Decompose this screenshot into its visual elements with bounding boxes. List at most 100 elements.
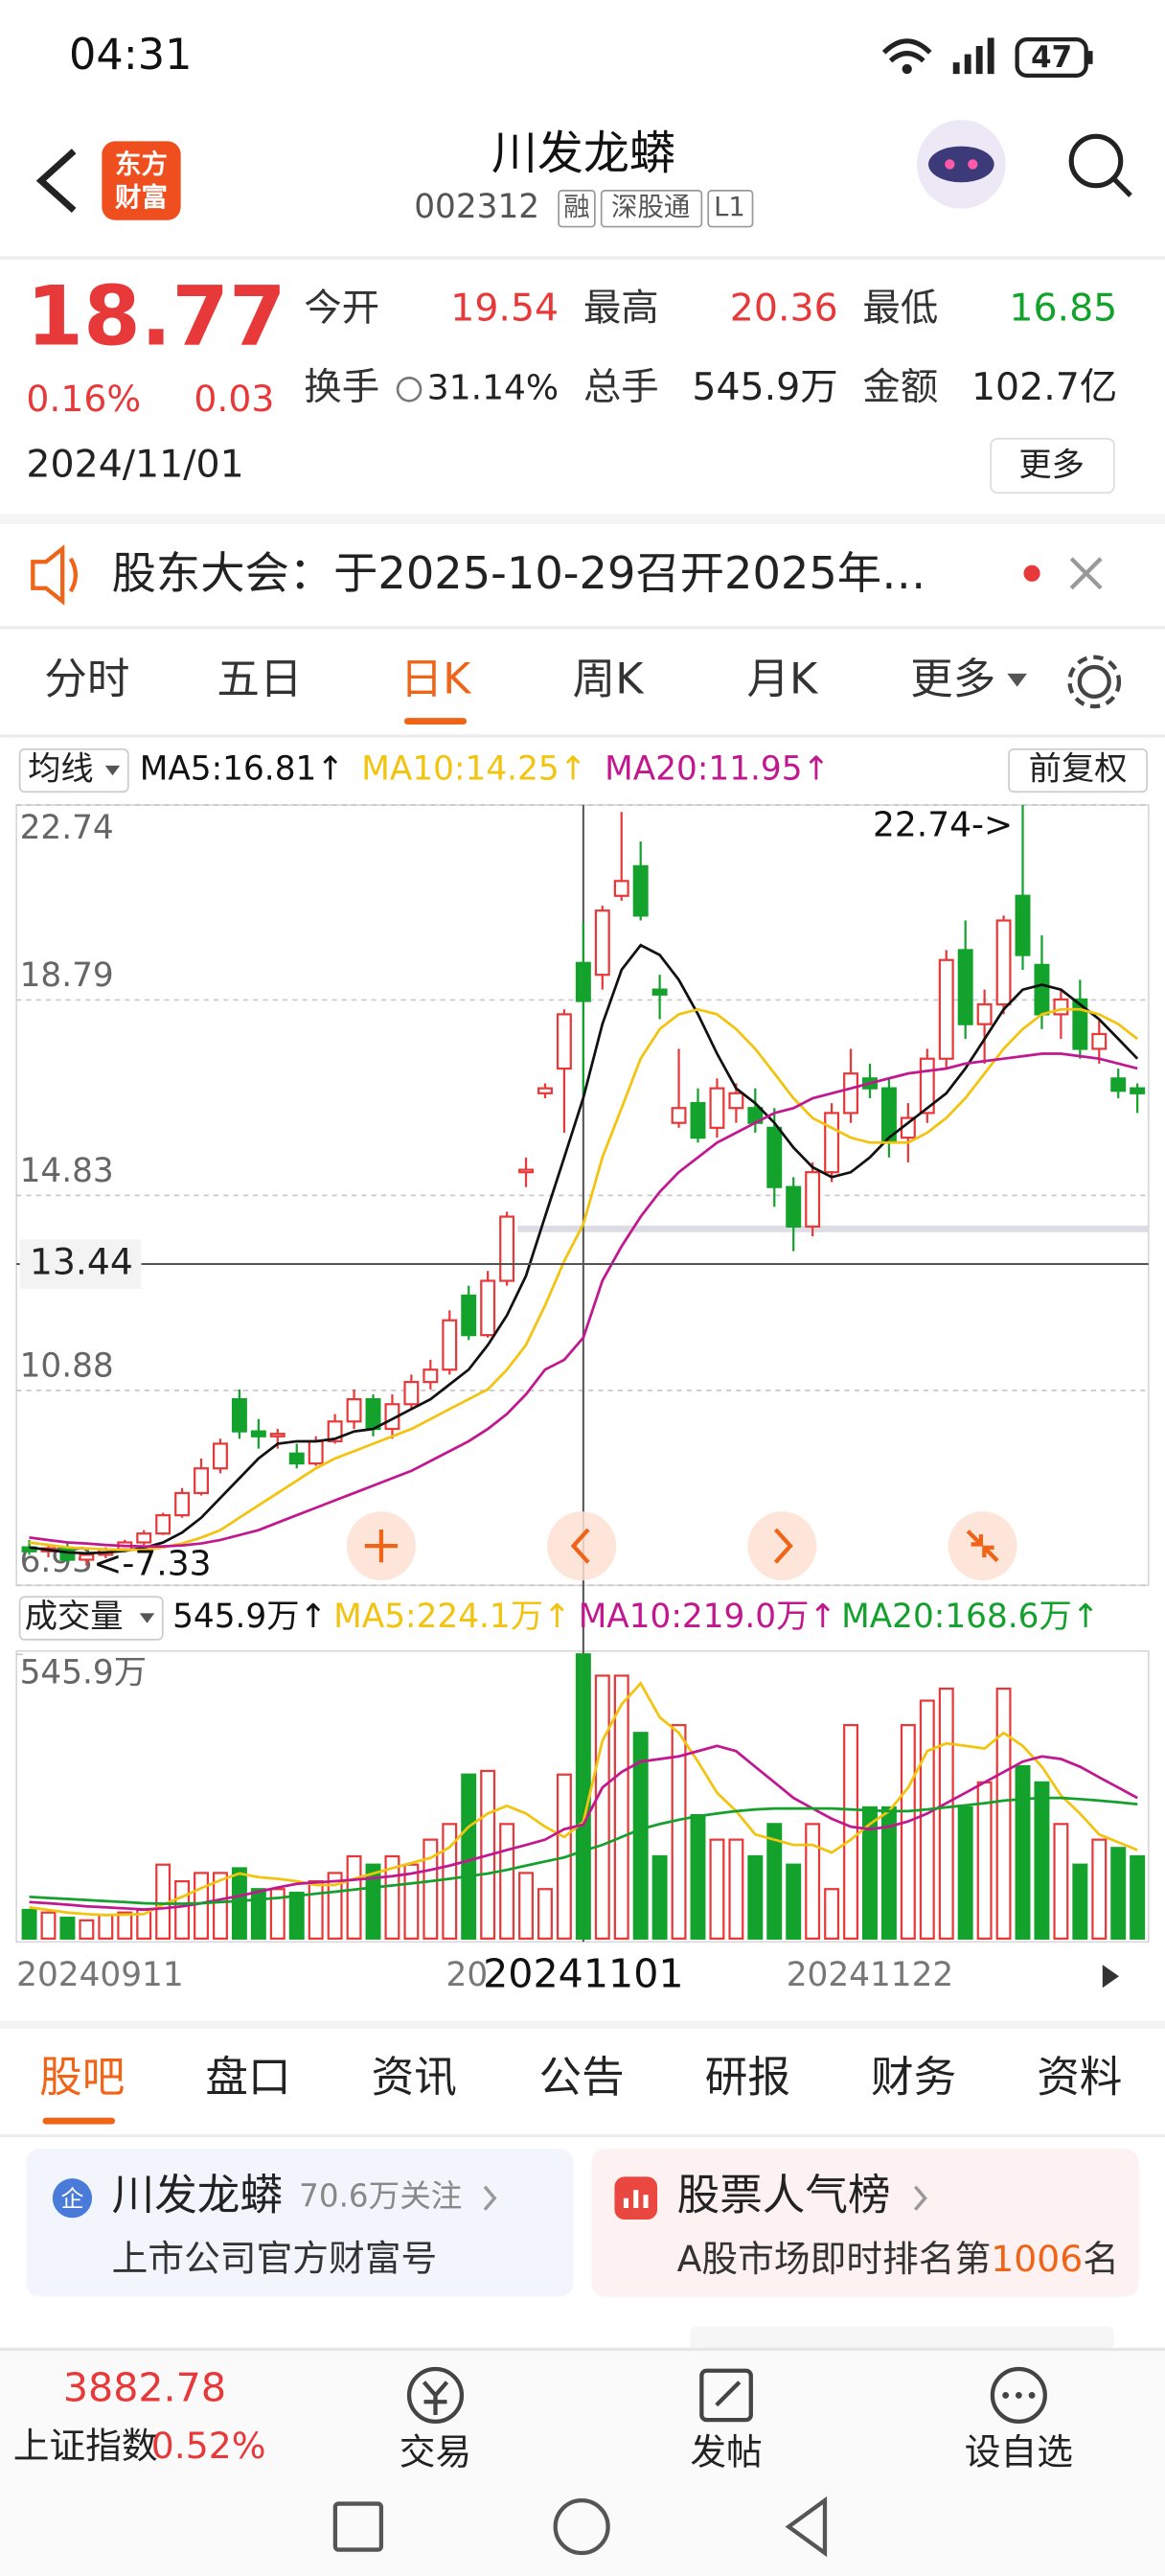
field-label: 今开 — [304, 287, 379, 331]
logo-text: 东方 — [115, 150, 168, 180]
back-button[interactable] — [35, 149, 77, 213]
candle-body — [461, 1294, 477, 1337]
dropdown-arrow — [139, 1613, 155, 1623]
ma-line — [29, 1007, 1139, 1552]
assistant-avatar[interactable] — [917, 120, 1006, 209]
settings-button[interactable] — [1067, 655, 1122, 709]
ma-line — [29, 1052, 1138, 1549]
section-tab[interactable]: 盘口 — [205, 2052, 290, 2102]
tab-underline — [42, 2117, 116, 2125]
candle-body — [824, 1112, 840, 1174]
ma-line — [29, 1796, 1138, 1905]
adjust-selector[interactable] — [1008, 748, 1148, 794]
volume-bar — [174, 1879, 191, 1940]
candle-body — [403, 1380, 420, 1406]
field-label: 总手 — [583, 365, 659, 409]
volume-bar — [995, 1687, 1012, 1940]
section-tab[interactable]: 公告 — [539, 2052, 625, 2102]
legend-entry: MA20:168.6万↑ — [841, 1598, 1099, 1636]
more-button[interactable] — [990, 437, 1115, 494]
volume-bar — [21, 1908, 37, 1940]
volume-bar — [98, 1914, 114, 1940]
period-tab[interactable]: 分时 — [44, 654, 129, 703]
action-label[interactable]: 发帖 — [690, 2431, 762, 2473]
candle-body — [212, 1442, 228, 1470]
candle-body — [632, 864, 649, 917]
index-value[interactable]: 3882.78 — [63, 2364, 226, 2410]
candle-body — [671, 1107, 687, 1124]
last-price: 18.77 — [26, 268, 286, 364]
volume-bar — [1091, 1838, 1108, 1940]
prev-button[interactable] — [547, 1511, 617, 1581]
volume-bar — [537, 1888, 553, 1940]
action-label[interactable]: 设自选 — [965, 2431, 1073, 2473]
ma-selector[interactable] — [18, 748, 129, 794]
action-label[interactable]: 交易 — [400, 2431, 471, 2473]
chevron — [483, 2185, 497, 2211]
notice-text[interactable]: 股东大会：于2025-10-29召开2025年… — [112, 547, 926, 599]
tag-box — [558, 189, 596, 228]
y-tick-label: 545.9万 — [20, 1653, 147, 1691]
volume-bar — [880, 1806, 897, 1940]
candle-body — [690, 1101, 706, 1139]
volume-bar — [308, 1879, 324, 1940]
divider — [0, 2020, 1165, 2030]
section-tab[interactable]: 资料 — [1037, 2052, 1122, 2102]
candle-body — [499, 1215, 515, 1282]
stock-tag: 深股通 — [611, 193, 690, 222]
adjust-label: 前复权 — [1029, 750, 1128, 789]
section-tab-active[interactable]: 股吧 — [39, 2052, 125, 2102]
section-tab[interactable]: 研报 — [705, 2052, 790, 2102]
candle-body — [995, 919, 1012, 1006]
bottom-bar — [0, 2349, 1165, 2576]
search-button[interactable] — [1068, 133, 1132, 197]
period-tab-active[interactable]: 日K — [400, 654, 473, 703]
crosshair-date-bg — [488, 1949, 679, 2003]
period-tab[interactable]: 更多 — [910, 654, 995, 703]
rank-icon-bars — [623, 2190, 649, 2208]
card-title: 川发龙蟒 — [112, 2171, 283, 2220]
y-tick-label: 18.79 — [20, 956, 114, 995]
y-tick-label: 14.83 — [20, 1152, 114, 1190]
next-button[interactable] — [747, 1511, 817, 1581]
period-tab[interactable]: 周K — [573, 654, 646, 703]
close-button[interactable] — [1069, 557, 1103, 590]
nav-back[interactable] — [785, 2496, 828, 2558]
x-tick-label: 20240911 — [16, 1956, 184, 1994]
section-tab[interactable]: 财务 — [871, 2052, 956, 2102]
volume-bar — [250, 1888, 266, 1940]
charts: 22.7418.7914.8310.886.93545.9万13.4422.74… — [16, 750, 1149, 2003]
field-value: 19.54 — [450, 287, 559, 331]
volume-bar — [1015, 1764, 1031, 1940]
info-icon[interactable] — [396, 377, 423, 402]
candle-body — [938, 958, 954, 1060]
card-title: 股票人气榜 — [677, 2171, 891, 2220]
volume-legend: 545.9万↑ — [172, 1598, 327, 1636]
legend-entry: MA5:224.1万↑ — [333, 1598, 571, 1636]
candle-body — [613, 880, 629, 897]
candle-body — [194, 1467, 210, 1495]
nav-recent[interactable] — [332, 2501, 384, 2552]
candle-body — [1034, 963, 1050, 1016]
max-annotation: 22.74-> — [873, 805, 1013, 844]
candle-body — [1053, 998, 1069, 1016]
rank-card[interactable] — [591, 2149, 1139, 2297]
candle-body — [423, 1368, 439, 1384]
indicator-label: 成交量 — [25, 1598, 124, 1636]
candle-body — [556, 1013, 572, 1070]
period-tab[interactable]: 五日 — [217, 654, 302, 703]
candle-body — [250, 1430, 266, 1438]
rank-number: 1006 — [991, 2237, 1083, 2279]
section-tab[interactable]: 资讯 — [372, 2052, 457, 2102]
indicator-selector[interactable] — [18, 1596, 164, 1641]
watch-icon — [990, 2366, 1047, 2424]
volume-bar — [346, 1854, 362, 1940]
volume-bar — [327, 1872, 343, 1940]
volume-bar — [499, 1823, 515, 1940]
period-tab[interactable]: 月K — [746, 654, 819, 703]
volume-bar — [117, 1911, 133, 1940]
nav-home[interactable] — [553, 2498, 610, 2556]
candle-body — [594, 909, 610, 977]
company-card[interactable] — [26, 2149, 574, 2297]
